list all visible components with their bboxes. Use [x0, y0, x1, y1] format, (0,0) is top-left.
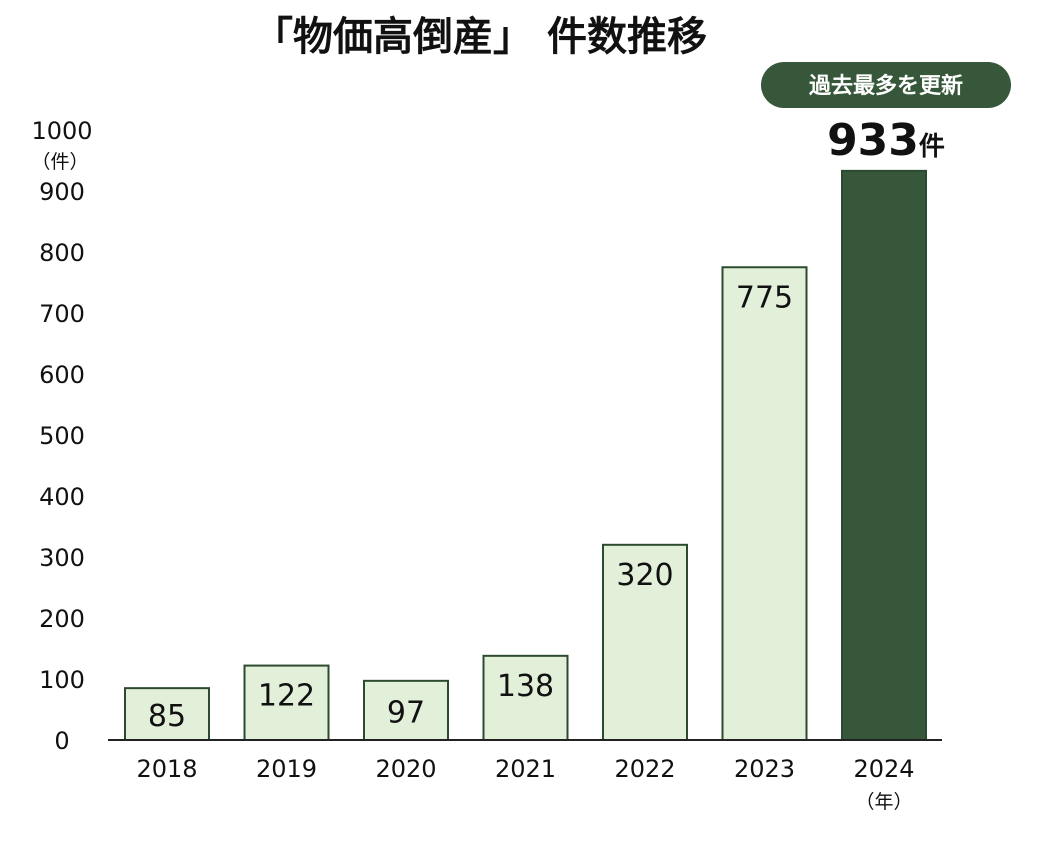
x-tick-label-2022: 2022: [614, 755, 675, 783]
bar-value-label-2019: 122: [258, 679, 315, 714]
x-tick-label-2019: 2019: [256, 755, 317, 783]
y-tick-label-400: 400: [39, 483, 85, 511]
bar-value-label-2022: 320: [616, 558, 673, 593]
y-tick-label-1000: 1000: [31, 117, 92, 145]
x-unit-label: （年）: [855, 791, 912, 813]
y-tick-label-0: 0: [54, 727, 69, 755]
bars: 85 122 97 138 320 775: [124, 169, 927, 742]
bar-2021: [482, 654, 569, 742]
y-tick-label-100: 100: [39, 666, 85, 694]
bar-2023: [721, 266, 808, 741]
highlight-value-group: 933件: [827, 115, 945, 166]
bar-value-label-2020: 97: [387, 695, 425, 730]
x-tick-label-2018: 2018: [136, 755, 197, 783]
y-tick-label-800: 800: [39, 239, 85, 267]
y-unit-label: （件）: [31, 151, 88, 173]
bar-value-label-2018: 85: [148, 699, 186, 734]
highlight-unit: 件: [919, 132, 945, 162]
y-tick-label-200: 200: [39, 605, 85, 633]
x-tick-label-2021: 2021: [495, 755, 556, 783]
bar-2024: [841, 169, 927, 741]
y-tick-label-600: 600: [39, 361, 85, 389]
highlight-annotation: 過去最多を更新 933件: [761, 62, 1011, 166]
y-axis: 0 100 200 300 400 500 600 700 800 900 1000 （件）: [31, 117, 92, 755]
bar-2018: [124, 687, 210, 742]
bar-2019: [243, 664, 330, 742]
record-badge-text: 過去最多を更新: [809, 73, 963, 99]
bar-value-label-2023: 775: [736, 280, 793, 315]
x-tick-label-2020: 2020: [375, 755, 436, 783]
x-tick-label-2023: 2023: [734, 755, 795, 783]
y-tick-label-300: 300: [39, 544, 85, 572]
bar-value-label-2021: 138: [497, 669, 554, 704]
y-tick-label-700: 700: [39, 300, 85, 328]
highlight-value: 933: [827, 115, 919, 166]
record-badge: [761, 62, 1011, 108]
y-tick-label-900: 900: [39, 178, 85, 206]
x-tick-label-2024: 2024: [853, 755, 914, 783]
chart-title: 「物価高倒産」 件数推移: [253, 14, 707, 60]
x-axis: 2018 2019 2020 2021 2022 2023 2024 （年）: [108, 739, 942, 813]
y-tick-label-500: 500: [39, 422, 85, 450]
